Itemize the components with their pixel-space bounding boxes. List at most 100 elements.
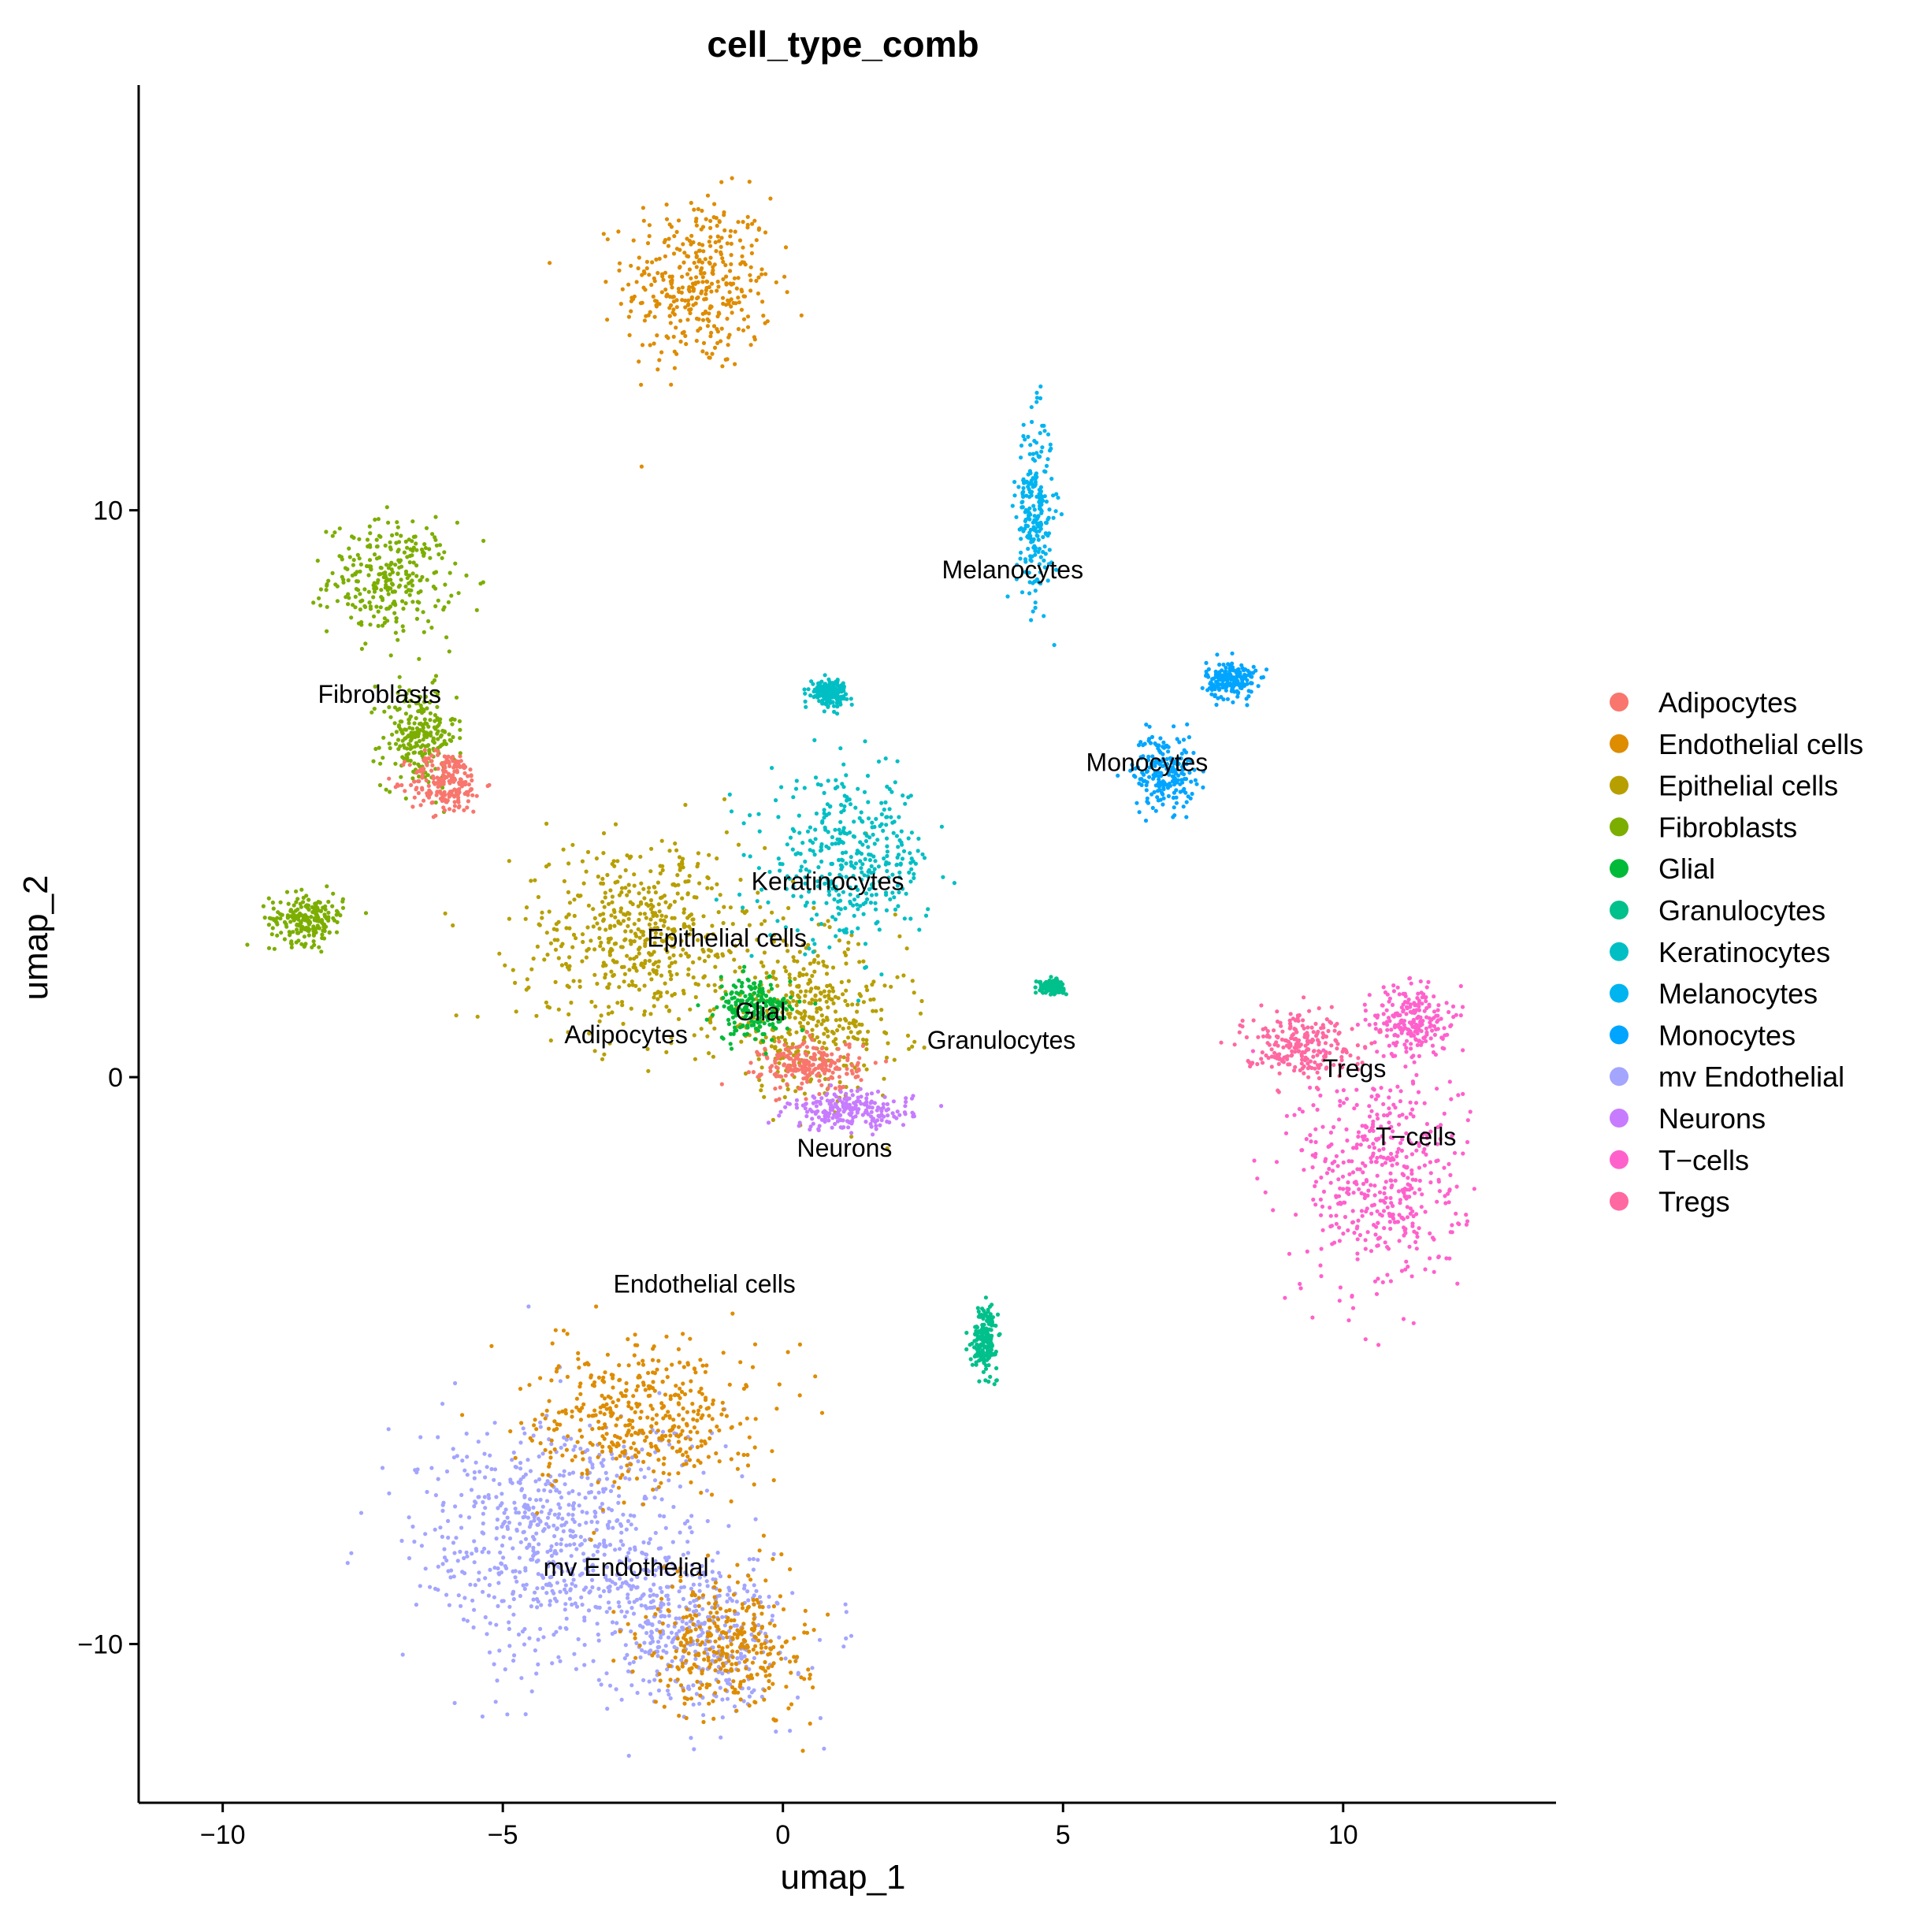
data-point (372, 589, 377, 594)
data-point (442, 605, 447, 610)
data-point (663, 287, 668, 292)
data-point (691, 303, 696, 307)
data-point (647, 922, 652, 927)
data-point (1331, 1168, 1335, 1173)
data-point (774, 1064, 779, 1069)
data-point (748, 343, 753, 347)
data-point (414, 548, 419, 552)
data-point (664, 1005, 669, 1009)
data-point (358, 592, 362, 596)
data-point (388, 715, 393, 719)
data-point (736, 327, 741, 332)
data-point (622, 964, 626, 969)
data-point (650, 927, 655, 932)
data-point (794, 1098, 800, 1102)
data-point (1360, 1135, 1365, 1139)
data-point (1034, 399, 1039, 404)
data-point (1416, 1090, 1421, 1094)
data-point (1033, 548, 1038, 552)
data-point (670, 285, 674, 290)
data-point (718, 893, 722, 897)
data-point (1031, 609, 1035, 614)
data-point (725, 241, 730, 246)
data-point (701, 914, 706, 919)
data-point (1351, 1191, 1356, 1195)
data-point (853, 1019, 858, 1024)
data-point (704, 351, 709, 356)
data-point (813, 994, 818, 998)
data-point (1164, 744, 1168, 749)
data-point (396, 558, 401, 563)
data-point (1033, 518, 1038, 523)
data-point (837, 1075, 841, 1079)
data-point (1026, 535, 1031, 541)
data-point (346, 592, 351, 596)
data-point (1398, 1089, 1403, 1094)
data-point (884, 1031, 889, 1035)
data-point (565, 983, 570, 988)
data-point (812, 942, 817, 946)
data-point (1056, 496, 1060, 500)
data-point (346, 602, 351, 607)
data-point (1150, 754, 1155, 759)
data-point (1019, 537, 1023, 541)
data-point (729, 262, 734, 266)
data-point (819, 842, 824, 847)
data-point (316, 900, 321, 905)
data-point (605, 318, 610, 322)
data-point (922, 856, 927, 860)
data-point (818, 1099, 823, 1105)
data-point (1252, 1158, 1257, 1163)
data-point (849, 697, 853, 701)
data-point (333, 582, 338, 587)
data-point (745, 948, 750, 953)
data-point (564, 915, 569, 920)
data-point (852, 913, 856, 918)
data-point (866, 800, 871, 804)
data-point (728, 1031, 734, 1036)
data-point (420, 753, 425, 758)
data-point (388, 653, 393, 658)
data-point (1385, 1245, 1390, 1250)
data-point (798, 868, 803, 873)
data-point (709, 281, 715, 286)
data-point (1346, 1228, 1350, 1233)
data-point (1465, 1139, 1470, 1145)
data-point (1461, 1151, 1465, 1156)
data-point (462, 782, 468, 787)
data-point (628, 900, 633, 905)
data-point (289, 945, 294, 949)
data-point (760, 272, 764, 277)
data-point (835, 1119, 840, 1124)
data-point (884, 1059, 889, 1064)
data-point (1399, 1215, 1404, 1220)
data-point (1130, 763, 1135, 767)
data-point (923, 913, 929, 918)
data-point (719, 326, 724, 331)
data-point (444, 769, 448, 774)
data-point (393, 761, 398, 766)
data-point (1404, 1259, 1409, 1264)
data-point (1244, 697, 1249, 701)
data-point (722, 210, 726, 215)
data-point (760, 922, 764, 927)
data-point (1026, 513, 1031, 518)
data-point (608, 888, 613, 893)
data-point (451, 754, 455, 760)
data-point (922, 1045, 927, 1050)
data-point (751, 1070, 756, 1075)
data-point (859, 1094, 864, 1099)
data-point (1033, 477, 1038, 481)
data-point (671, 334, 676, 339)
data-point (360, 598, 365, 603)
data-point (726, 335, 731, 340)
data-point (715, 882, 719, 886)
data-point (438, 744, 443, 749)
data-point (403, 539, 408, 544)
data-point (833, 1086, 838, 1090)
data-point (788, 1051, 793, 1056)
data-point (394, 616, 399, 621)
data-point (618, 945, 624, 949)
data-point (822, 816, 826, 820)
data-point (1341, 1187, 1346, 1191)
